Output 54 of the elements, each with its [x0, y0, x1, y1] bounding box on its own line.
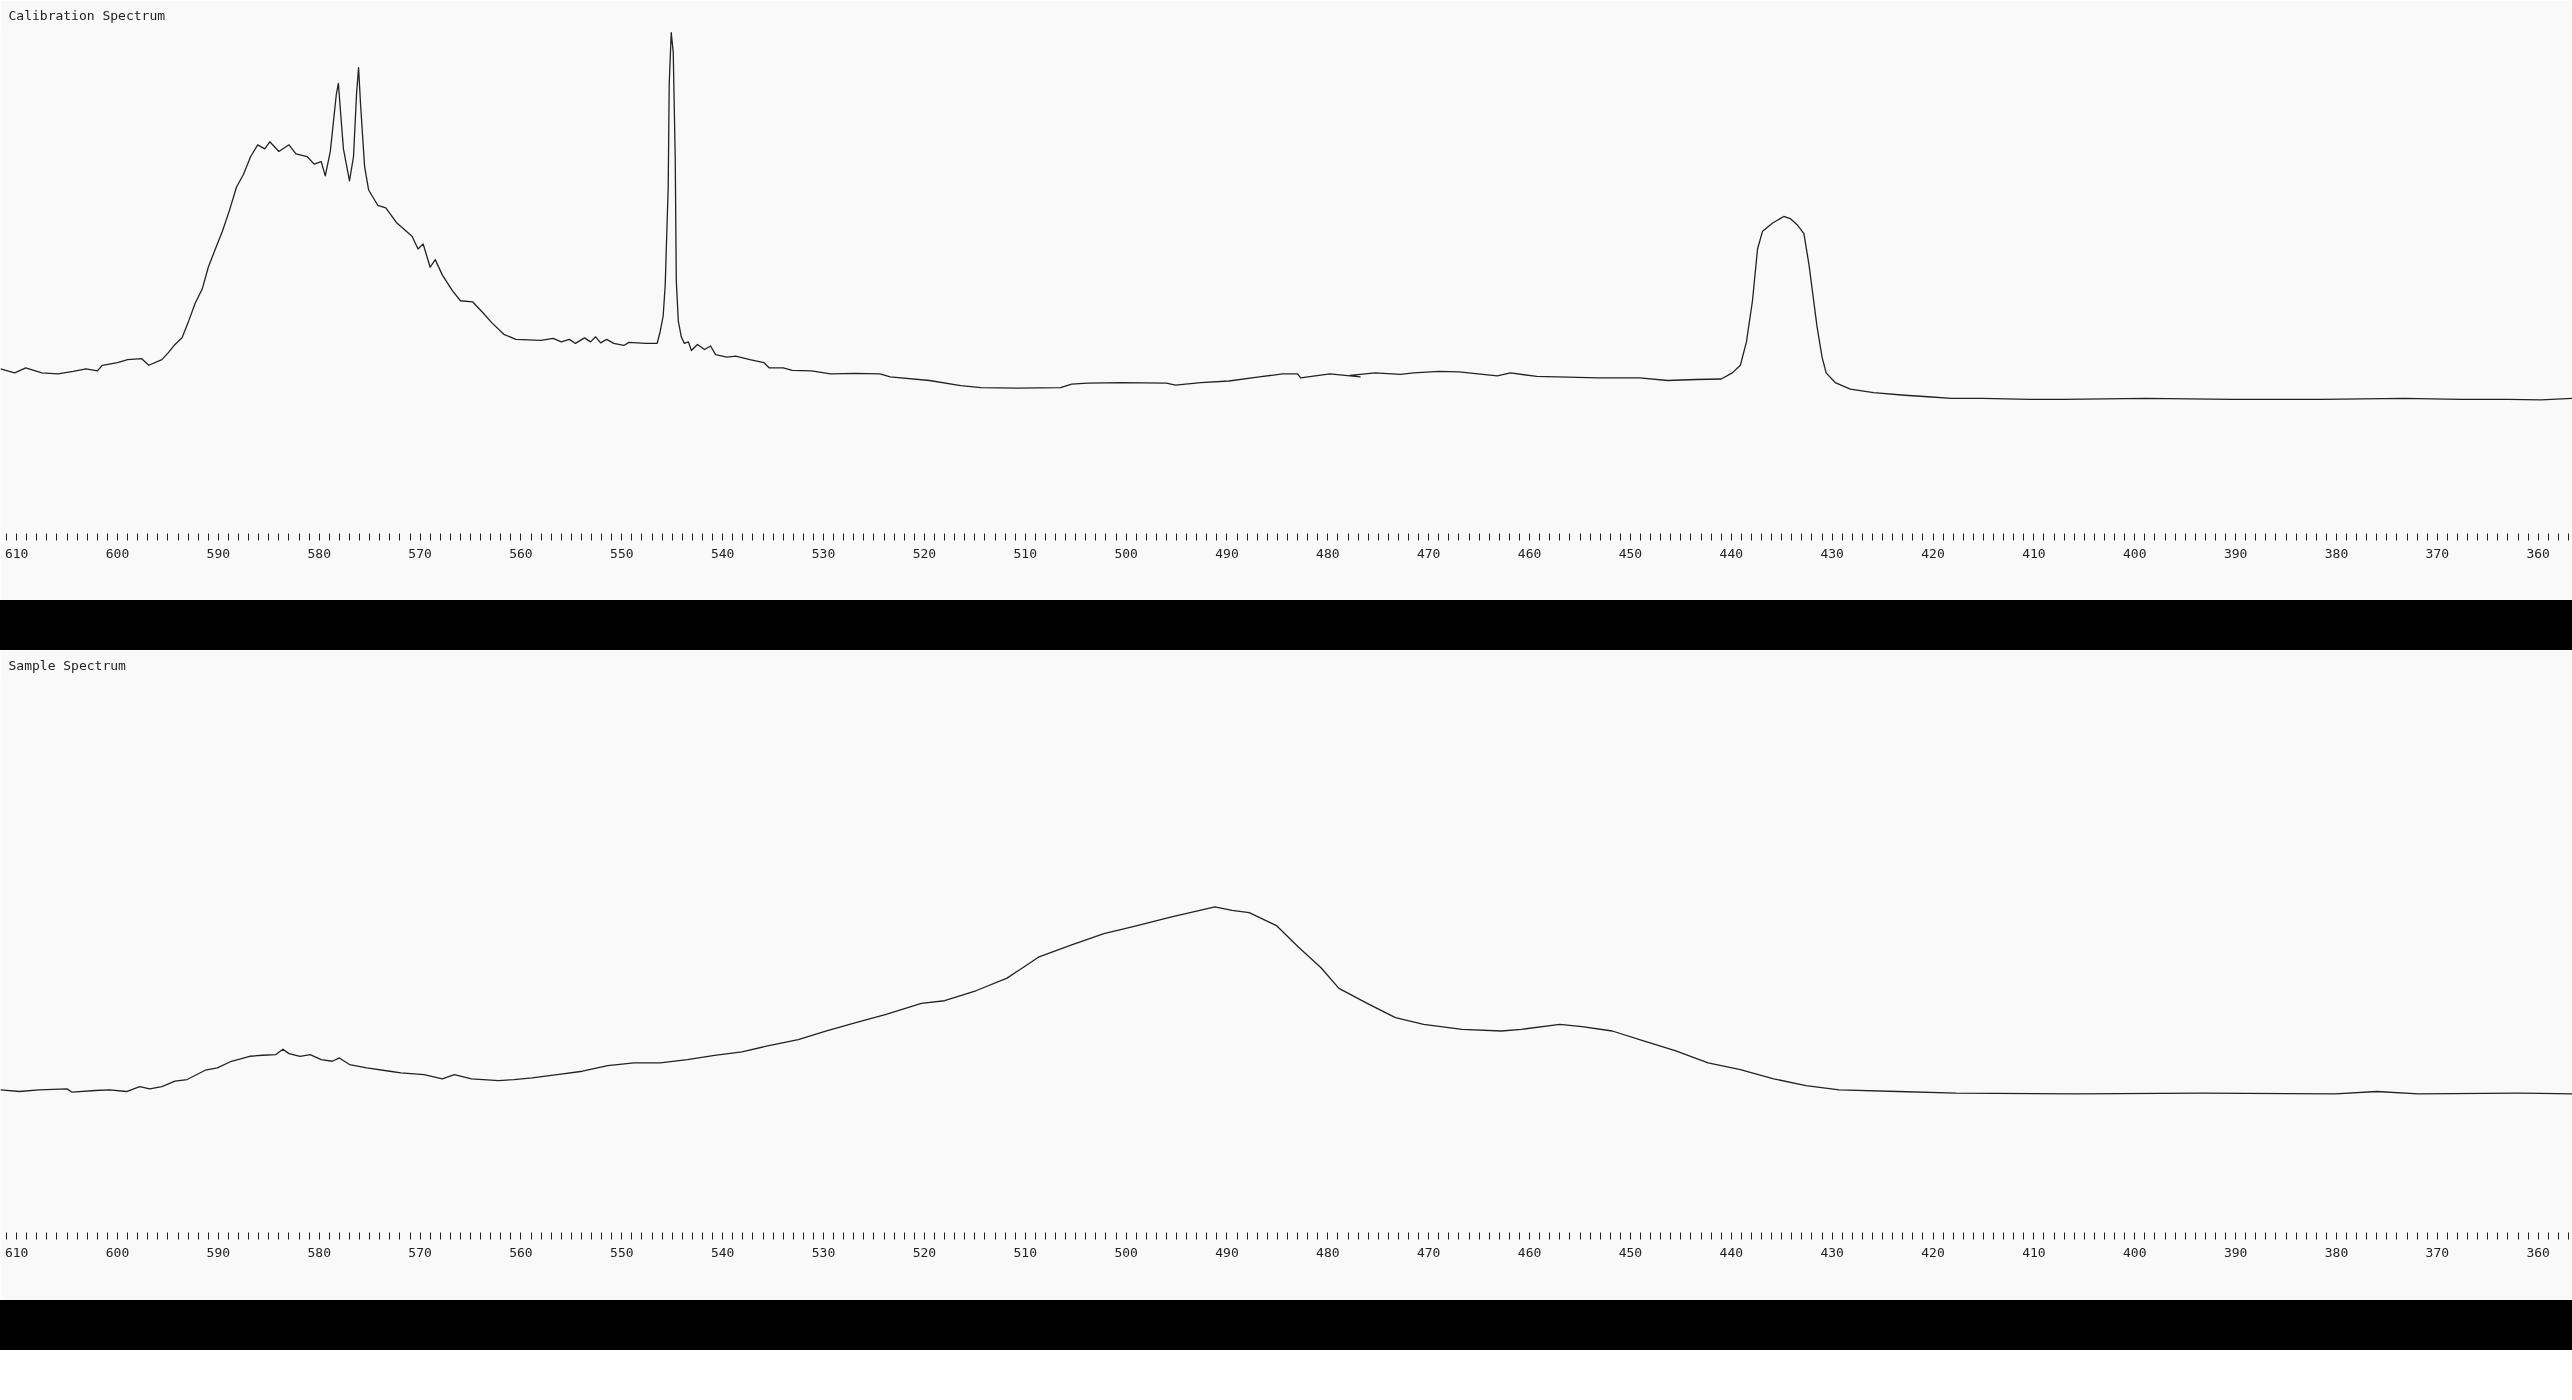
x-tick-label: 480 — [1316, 545, 1340, 561]
x-tick-label: 600 — [105, 1244, 130, 1260]
x-tick-label: 580 — [307, 1244, 331, 1260]
x-tick-label: 570 — [408, 545, 432, 561]
x-tick-label: 410 — [2022, 545, 2046, 561]
x-tick-label: 610 — [4, 545, 29, 561]
x-tick-label: 510 — [1013, 1244, 1038, 1260]
x-tick-label: 380 — [2324, 1244, 2349, 1260]
x-tick-label: 410 — [2022, 1244, 2046, 1260]
chart-title: Sample Spectrum — [8, 657, 127, 673]
x-tick-label: 400 — [2123, 545, 2147, 561]
x-tick-label: 370 — [2425, 545, 2450, 561]
x-tick-label: 460 — [1517, 545, 1542, 561]
x-tick-label: 420 — [1921, 545, 1945, 561]
x-tick-label: 550 — [610, 545, 634, 561]
x-tick-label: 470 — [1416, 545, 1441, 561]
x-tick-label: 550 — [610, 1244, 634, 1260]
x-tick-label: 450 — [1618, 1244, 1643, 1260]
x-tick-label: 600 — [105, 545, 130, 561]
x-tick-label: 380 — [2324, 545, 2349, 561]
x-tick-label: 540 — [710, 1244, 735, 1260]
x-tick-label: 540 — [710, 545, 735, 561]
x-tick-label: 420 — [1921, 1244, 1945, 1260]
x-tick-label: 590 — [206, 1244, 231, 1260]
x-tick-label: 560 — [509, 545, 533, 561]
x-tick-label: 480 — [1316, 1244, 1340, 1260]
x-tick-label: 430 — [1820, 545, 1844, 561]
x-tick-label: 610 — [4, 1244, 29, 1260]
x-tick-label: 360 — [2526, 1244, 2550, 1260]
chart-title: Calibration Spectrum — [8, 7, 166, 23]
x-tick-label: 570 — [408, 1244, 432, 1260]
x-tick-label: 460 — [1517, 1244, 1542, 1260]
x-tick-label: 370 — [2425, 1244, 2450, 1260]
x-tick-label: 530 — [811, 545, 836, 561]
x-tick-label: 440 — [1719, 1244, 1744, 1260]
x-tick-label: 490 — [1215, 1244, 1239, 1260]
x-tick-label: 510 — [1013, 545, 1038, 561]
x-tick-label: 390 — [2223, 1244, 2248, 1260]
x-tick-label: 580 — [307, 545, 331, 561]
x-tick-label: 400 — [2123, 1244, 2147, 1260]
x-tick-label: 560 — [509, 1244, 533, 1260]
x-tick-label: 430 — [1820, 1244, 1844, 1260]
x-tick-label: 500 — [1114, 1244, 1138, 1260]
x-tick-label: 440 — [1719, 545, 1744, 561]
x-tick-label: 450 — [1618, 545, 1643, 561]
x-tick-label: 590 — [206, 545, 231, 561]
x-tick-label: 520 — [912, 545, 937, 561]
x-tick-label: 530 — [811, 1244, 836, 1260]
x-tick-label: 500 — [1114, 545, 1138, 561]
x-tick-label: 490 — [1215, 545, 1239, 561]
x-tick-label: 390 — [2223, 545, 2248, 561]
x-tick-label: 360 — [2526, 545, 2550, 561]
x-tick-label: 470 — [1416, 1244, 1441, 1260]
x-tick-label: 520 — [912, 1244, 937, 1260]
